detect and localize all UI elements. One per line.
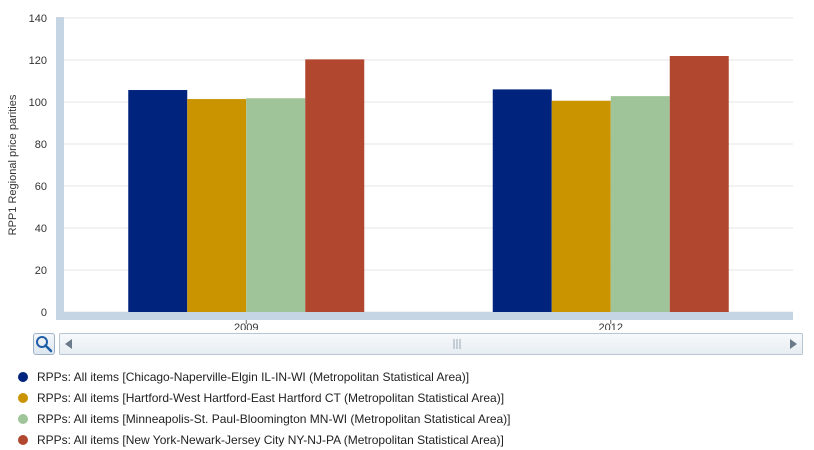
legend-marker-icon bbox=[18, 392, 28, 403]
magnifier-icon bbox=[36, 336, 53, 353]
scrollbar-track[interactable] bbox=[59, 333, 803, 355]
y-axis-title: RPP1 Regional price parities bbox=[7, 94, 19, 235]
bar-2012-series-2[interactable] bbox=[551, 100, 611, 313]
x-axis-band bbox=[56, 312, 793, 320]
legend-label: RPPs: All items [Minneapolis-St. Paul-Bl… bbox=[37, 411, 511, 426]
y-tick-label: 120 bbox=[29, 55, 47, 67]
chart-scroller[interactable] bbox=[33, 333, 803, 355]
legend-item[interactable]: RPPs: All items [Hartford-West Hartford-… bbox=[18, 387, 798, 408]
y-tick-label: 140 bbox=[29, 13, 47, 25]
bar-2009-series-1[interactable] bbox=[128, 90, 188, 312]
y-axis-band bbox=[56, 18, 64, 320]
legend-label: RPPs: All items [Hartford-West Hartford-… bbox=[37, 390, 505, 405]
chart-legend: RPPs: All items [Chicago-Naperville-Elgi… bbox=[18, 366, 798, 450]
bar-chart: 0 20 40 60 80 100 120 140 RPP1 Regional price pa… bbox=[7, 13, 793, 330]
arrow-right-icon[interactable] bbox=[786, 337, 800, 351]
y-tick-label: 100 bbox=[29, 97, 47, 109]
y-tick-label: 60 bbox=[35, 181, 47, 193]
y-tick-label: 40 bbox=[35, 223, 47, 235]
legend-item[interactable]: RPPs: All items [Chicago-Naperville-Elgi… bbox=[18, 366, 798, 387]
bar-2012-series-4[interactable] bbox=[669, 56, 729, 313]
bar-2009-series-3[interactable] bbox=[246, 98, 306, 312]
legend-marker-icon bbox=[18, 371, 28, 382]
bar-2012-series-1[interactable] bbox=[492, 89, 552, 313]
legend-item[interactable]: RPPs: All items [New York-Newark-Jersey … bbox=[18, 429, 798, 450]
grip-icon[interactable] bbox=[452, 339, 462, 349]
legend-marker-icon bbox=[18, 434, 28, 445]
bar-2012-series-3[interactable] bbox=[610, 96, 670, 313]
y-tick-label: 20 bbox=[35, 265, 47, 277]
x-tick-label: 2009 bbox=[234, 322, 258, 330]
legend-item[interactable]: RPPs: All items [Minneapolis-St. Paul-Bl… bbox=[18, 408, 798, 429]
zoom-button[interactable] bbox=[33, 333, 55, 355]
legend-label: RPPs: All items [Chicago-Naperville-Elgi… bbox=[37, 369, 470, 384]
x-tick-label: 2012 bbox=[599, 322, 623, 330]
y-tick-label: 80 bbox=[35, 139, 47, 151]
legend-marker-icon bbox=[18, 413, 28, 424]
legend-label: RPPs: All items [New York-Newark-Jersey … bbox=[37, 432, 504, 447]
bar-2009-series-4[interactable] bbox=[305, 59, 365, 313]
y-tick-label: 0 bbox=[41, 307, 47, 319]
arrow-left-icon[interactable] bbox=[62, 337, 76, 351]
bar-2009-series-2[interactable] bbox=[187, 99, 247, 312]
